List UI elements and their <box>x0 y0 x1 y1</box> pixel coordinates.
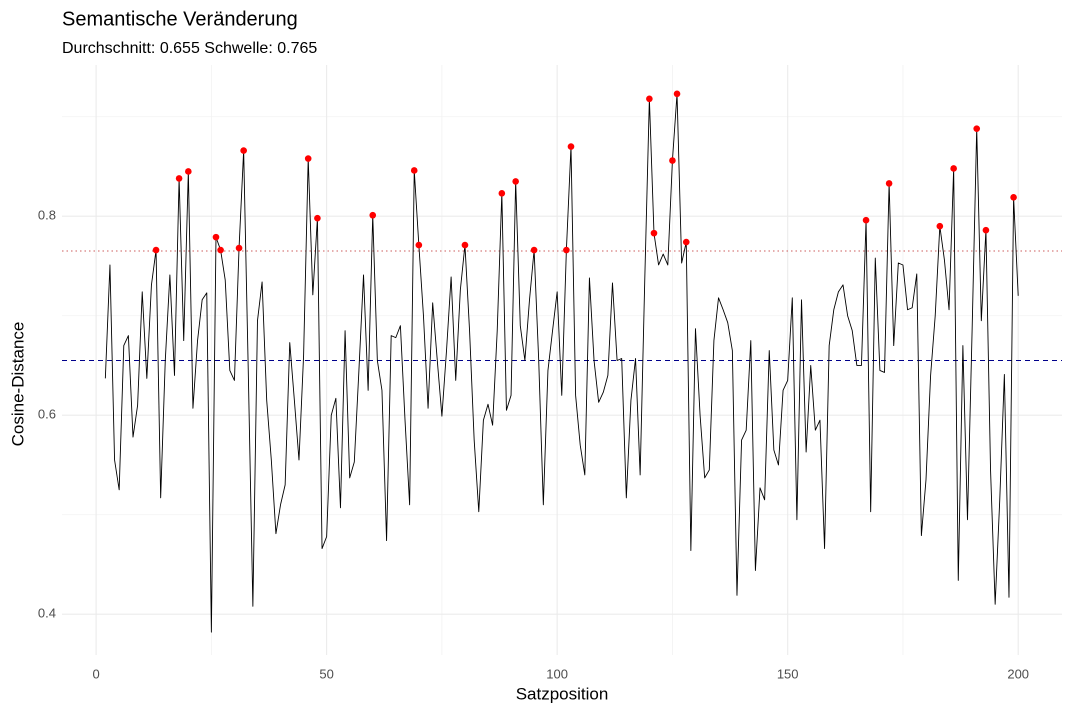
highlight-point <box>646 95 653 103</box>
highlight-point <box>498 190 506 197</box>
highlight-point <box>973 125 981 132</box>
highlight-point <box>950 165 957 172</box>
highlight-point <box>936 222 944 230</box>
y-tick-label: 0.6 <box>38 407 56 422</box>
chart-title: Semantische Veränderung <box>62 8 298 30</box>
highlight-point <box>212 233 220 241</box>
highlight-point <box>512 178 519 185</box>
highlight-point <box>175 175 183 182</box>
highlight-point <box>461 241 469 249</box>
highlight-point <box>240 147 247 154</box>
x-tick-label: 50 <box>319 666 333 681</box>
highlight-point <box>314 214 321 222</box>
highlight-point <box>530 246 538 254</box>
highlight-point <box>1010 194 1017 201</box>
plot-area <box>62 90 1062 633</box>
y-axis-title: Cosine-Distance <box>8 322 27 447</box>
highlight-point <box>563 246 570 254</box>
highlight-point <box>304 155 312 162</box>
highlight-point <box>217 246 224 254</box>
highlight-point <box>862 216 870 224</box>
highlight-point <box>669 157 676 164</box>
chart-subtitle: Durchschnitt: 0.655 Schwelle: 0.765 <box>62 40 317 57</box>
x-tick-label: 100 <box>546 666 568 681</box>
highlight-point <box>650 229 658 237</box>
highlight-point <box>415 241 423 249</box>
y-tick-label: 0.4 <box>38 606 56 621</box>
highlight-point <box>673 90 681 98</box>
highlight-point <box>185 168 192 175</box>
y-tick-label: 0.8 <box>38 208 56 223</box>
x-tick-label: 150 <box>777 666 799 681</box>
x-tick-label: 200 <box>1007 666 1029 681</box>
highlight-point <box>369 211 377 219</box>
highlight-point <box>982 226 990 234</box>
x-tick-label: 0 <box>92 666 99 681</box>
highlight-point <box>235 244 243 252</box>
highlight-point <box>682 238 690 246</box>
highlight-point <box>410 167 418 174</box>
highlight-point <box>567 143 575 150</box>
highlight-point <box>885 180 893 187</box>
data-line <box>104 93 1019 633</box>
highlight-point <box>152 246 160 254</box>
x-axis-title: Satzposition <box>516 684 609 703</box>
